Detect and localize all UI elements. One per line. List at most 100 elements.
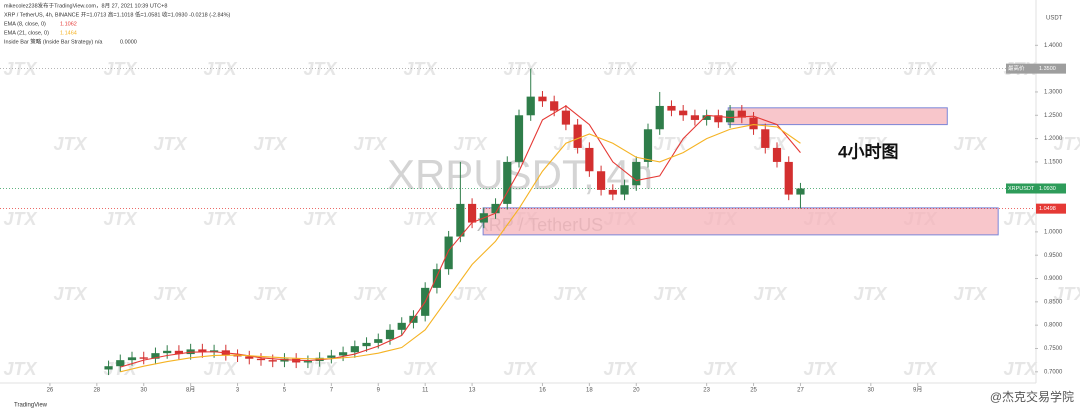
candle-body	[573, 124, 582, 148]
header-line: XRP / TetherUS, 4h, BINANCE 开=1.0713 高=1…	[4, 10, 231, 18]
watermark: JTX	[203, 209, 237, 229]
candle-body	[784, 161, 793, 195]
y-tick-label: 0.7000	[1044, 369, 1063, 375]
footer-logo: TradingView	[14, 403, 48, 409]
watermark: JTX	[253, 284, 287, 304]
candle-body	[679, 110, 688, 116]
watermark: JTX	[553, 284, 587, 304]
candle-body	[655, 105, 664, 130]
watermark: JTX	[853, 134, 887, 154]
candle-body	[456, 203, 465, 237]
candle-body	[526, 96, 535, 116]
watermark: JTX	[1003, 359, 1037, 379]
candle-body	[761, 129, 770, 148]
indicator-name: Inside Bar 策略 (Inside Bar Strategy) n/a	[4, 37, 103, 45]
watermark: JTX	[153, 134, 187, 154]
candle-body	[667, 105, 676, 111]
price-tag	[1006, 63, 1066, 74]
watermark: JTX	[453, 134, 487, 154]
indicator-value: 0.0000	[120, 39, 137, 45]
candle-body	[702, 115, 711, 120]
watermark: JTX	[53, 284, 87, 304]
y-tick-label: 0.7500	[1044, 346, 1063, 352]
x-tick-label: 25	[750, 388, 757, 394]
y-tick-label: 1.2000	[1044, 136, 1063, 142]
candle-body	[268, 360, 277, 362]
watermark: JTX	[603, 359, 637, 379]
watermark: JTX	[903, 359, 937, 379]
x-tick-label: 18	[586, 388, 593, 394]
zone	[727, 107, 948, 126]
candle-body	[174, 350, 184, 355]
candle-body	[338, 352, 348, 356]
watermark: JTX	[3, 359, 37, 379]
x-tick-label: 27	[797, 388, 804, 394]
x-tick-label: 16	[539, 388, 546, 394]
candle-body	[245, 356, 254, 359]
watermark: JTX	[353, 284, 387, 304]
x-tick-label: 7	[330, 388, 334, 394]
watermark: JTX	[303, 59, 337, 79]
x-tick-label: 23	[703, 388, 710, 394]
watermark: JTX	[303, 209, 337, 229]
candle-body	[561, 110, 571, 125]
x-tick-label: 3	[236, 388, 240, 394]
candle-body	[116, 360, 125, 367]
candle-body	[374, 339, 383, 343]
price-tag-name: XRPUSDT	[1008, 186, 1035, 192]
candle-body	[327, 355, 336, 358]
price-tag-name: 最高价	[1008, 64, 1025, 72]
candle-body	[725, 110, 735, 123]
x-tick-label: 5	[283, 388, 287, 394]
candle-body	[303, 361, 313, 363]
candle-body	[749, 117, 758, 130]
watermark: JTX	[453, 284, 487, 304]
y-tick-label: 1.3000	[1044, 90, 1063, 96]
watermark: JTX	[803, 359, 837, 379]
watermark: JTX	[403, 359, 437, 379]
candle-body	[163, 350, 172, 354]
price-tag-label: 1.3500	[1039, 66, 1056, 72]
candle-body	[714, 115, 723, 123]
candle-body	[737, 110, 746, 118]
watermark: JTX	[803, 59, 837, 79]
candle-body	[151, 353, 160, 359]
candle-body	[608, 189, 617, 195]
x-tick-label: 30	[867, 388, 874, 394]
candle-body	[596, 171, 606, 190]
watermark: JTX	[1053, 284, 1080, 304]
x-tick-label: 28	[93, 388, 100, 394]
candle-body	[550, 101, 559, 111]
x-tick-label: 13	[469, 388, 476, 394]
watermark: JTX	[203, 359, 237, 379]
candle-body	[632, 161, 641, 186]
indicator-name: EMA (8, close, 0)	[4, 21, 46, 27]
y-tick-label: 1.0000	[1044, 229, 1063, 235]
candle-body	[385, 329, 395, 340]
watermark: JTX	[703, 359, 737, 379]
indicator-value: 1.1062	[60, 21, 77, 27]
annotation: 4小时图	[838, 142, 898, 161]
axis-unit: USDT	[1046, 16, 1063, 22]
candle-body	[772, 147, 782, 162]
watermark: JTX	[653, 284, 687, 304]
watermark: JTX	[3, 59, 37, 79]
watermark: JTX	[1003, 209, 1037, 229]
candle-body	[127, 357, 137, 361]
y-tick-label: 0.8000	[1044, 323, 1063, 329]
candle-body	[139, 357, 148, 359]
watermark: JTX	[3, 209, 37, 229]
watermark: JTX	[353, 134, 387, 154]
candle-body	[620, 185, 629, 195]
candle-body	[198, 349, 207, 353]
x-tick-label: 20	[633, 388, 640, 394]
y-tick-label: 1.4000	[1044, 43, 1063, 49]
watermark: JTX	[853, 284, 887, 304]
candle-body	[362, 342, 371, 347]
candle-body	[233, 355, 242, 357]
candle-body	[503, 161, 512, 204]
watermark: JTX	[503, 359, 537, 379]
candle-body	[643, 129, 653, 162]
x-tick-label: 11	[422, 388, 429, 394]
watermark: JTX	[203, 59, 237, 79]
